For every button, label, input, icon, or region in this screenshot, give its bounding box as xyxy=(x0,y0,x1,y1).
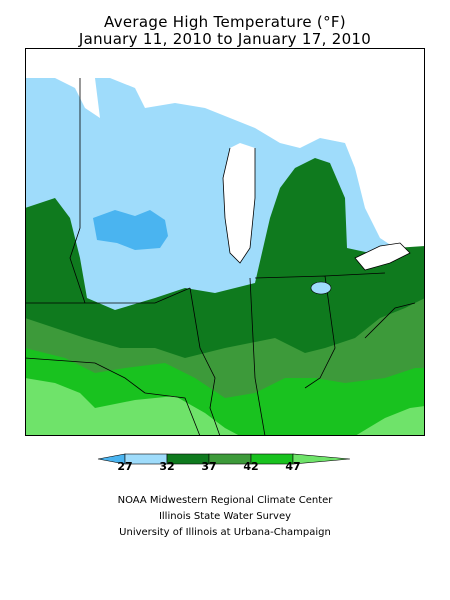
credit-noaa: NOAA Midwestern Regional Climate Center xyxy=(117,495,333,506)
lake-erie xyxy=(354,242,411,271)
legend-tick-37: 37 xyxy=(201,460,217,473)
legend-tick-47: 47 xyxy=(285,460,301,473)
credit-isws: Illinois State Water Survey xyxy=(158,511,292,522)
legend-gt47 xyxy=(292,453,351,465)
state-borders xyxy=(25,78,416,436)
band-gt47 xyxy=(25,378,240,436)
color-legend xyxy=(97,453,351,465)
temperature-map xyxy=(25,48,425,436)
legend-tick-32: 32 xyxy=(159,460,175,473)
legend-tick-27: 27 xyxy=(117,460,133,473)
water-left-top xyxy=(25,48,100,118)
small-lake xyxy=(310,281,332,295)
map-title-line2: January 11, 2010 to January 17, 2010 xyxy=(78,30,372,48)
band-lt27 xyxy=(93,210,168,250)
lake-michigan xyxy=(223,143,255,263)
water-top xyxy=(25,48,425,258)
map-frame xyxy=(25,48,425,436)
map-title-line1: Average High Temperature (°F) xyxy=(104,13,346,31)
credit-uiuc: University of Illinois at Urbana-Champai… xyxy=(119,527,331,538)
band-gt47-right xyxy=(355,406,425,436)
legend-tick-42: 42 xyxy=(243,460,259,473)
